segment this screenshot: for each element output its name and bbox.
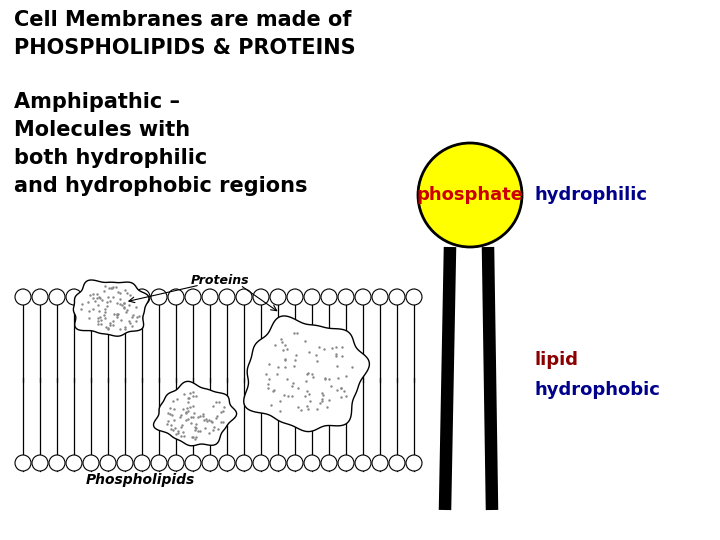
Circle shape — [253, 289, 269, 305]
Circle shape — [151, 289, 167, 305]
Circle shape — [253, 455, 269, 471]
Circle shape — [270, 289, 286, 305]
Text: Phospholipids: Phospholipids — [86, 473, 194, 487]
Text: and hydrophobic regions: and hydrophobic regions — [14, 176, 307, 196]
Circle shape — [372, 455, 388, 471]
Text: lipid: lipid — [535, 351, 579, 369]
Circle shape — [372, 289, 388, 305]
Text: Cell Membranes are made of: Cell Membranes are made of — [14, 10, 351, 30]
Circle shape — [83, 455, 99, 471]
Text: hydrophobic: hydrophobic — [535, 381, 661, 399]
Text: phosphate: phosphate — [416, 186, 523, 204]
Circle shape — [134, 289, 150, 305]
Circle shape — [49, 455, 65, 471]
Circle shape — [32, 289, 48, 305]
Text: Proteins: Proteins — [191, 273, 249, 287]
Circle shape — [321, 455, 337, 471]
Circle shape — [185, 455, 201, 471]
Text: both hydrophilic: both hydrophilic — [14, 148, 207, 168]
Circle shape — [49, 289, 65, 305]
Circle shape — [117, 455, 133, 471]
Circle shape — [287, 289, 303, 305]
Circle shape — [304, 289, 320, 305]
Circle shape — [355, 455, 371, 471]
Circle shape — [418, 143, 522, 247]
Polygon shape — [244, 316, 369, 431]
Circle shape — [185, 289, 201, 305]
Polygon shape — [73, 280, 149, 336]
Circle shape — [32, 455, 48, 471]
Circle shape — [15, 455, 31, 471]
Circle shape — [236, 455, 252, 471]
Circle shape — [202, 455, 218, 471]
Circle shape — [270, 455, 286, 471]
Text: hydrophilic: hydrophilic — [535, 186, 648, 204]
Circle shape — [389, 289, 405, 305]
Circle shape — [151, 455, 167, 471]
Circle shape — [406, 455, 422, 471]
Circle shape — [66, 289, 82, 305]
Circle shape — [219, 289, 235, 305]
Circle shape — [338, 289, 354, 305]
Circle shape — [100, 289, 116, 305]
Circle shape — [219, 455, 235, 471]
Circle shape — [338, 455, 354, 471]
Text: PHOSPHOLIPIDS & PROTEINS: PHOSPHOLIPIDS & PROTEINS — [14, 38, 356, 58]
Circle shape — [100, 455, 116, 471]
Circle shape — [389, 455, 405, 471]
Circle shape — [287, 455, 303, 471]
Text: Molecules with: Molecules with — [14, 120, 190, 140]
Circle shape — [202, 289, 218, 305]
Circle shape — [304, 455, 320, 471]
Circle shape — [321, 289, 337, 305]
Circle shape — [168, 289, 184, 305]
Circle shape — [83, 289, 99, 305]
Circle shape — [66, 455, 82, 471]
Circle shape — [355, 289, 371, 305]
Polygon shape — [153, 381, 237, 446]
Circle shape — [134, 455, 150, 471]
Text: Amphipathic –: Amphipathic – — [14, 92, 180, 112]
Circle shape — [406, 289, 422, 305]
Circle shape — [117, 289, 133, 305]
Circle shape — [15, 289, 31, 305]
Circle shape — [168, 455, 184, 471]
Circle shape — [236, 289, 252, 305]
